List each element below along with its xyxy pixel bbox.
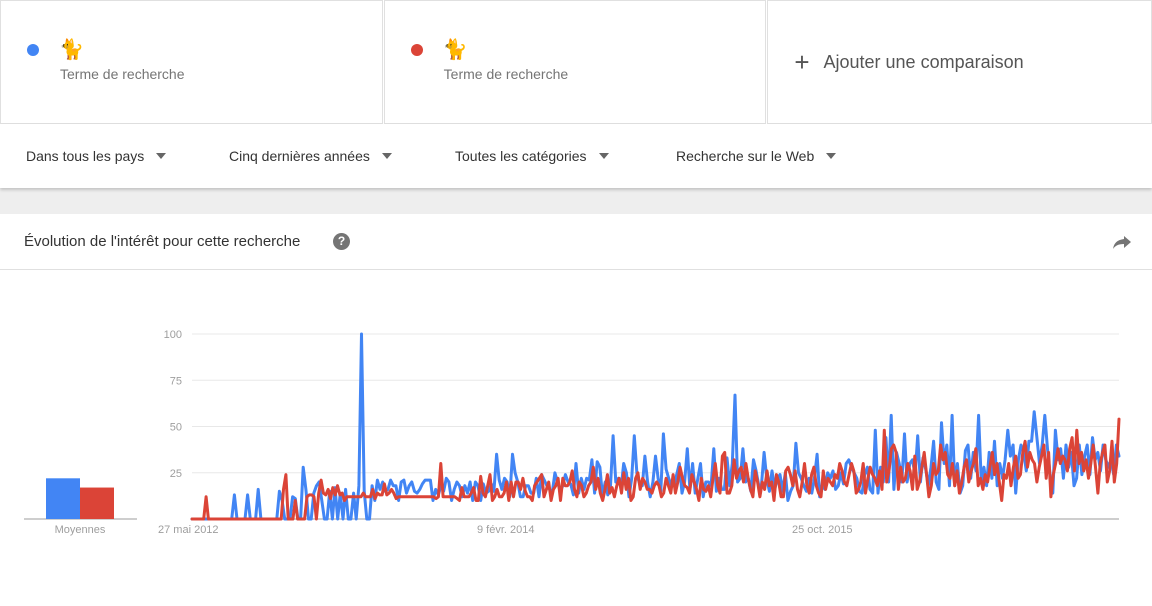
caret-down-icon [826,153,837,160]
category-dropdown[interactable]: Toutes les catégories [455,148,609,164]
bar-category-label: Moyennes [55,524,106,536]
x-tick-label: 9 févr. 2014 [477,524,535,536]
caret-down-icon [598,153,609,160]
search-type-dropdown-label: Recherche sur le Web [676,148,815,164]
average-bar [80,487,114,519]
series-line [190,417,1121,521]
average-bar [46,478,80,519]
period-dropdown[interactable]: Cinq dernières années [229,148,392,164]
category-dropdown-label: Toutes les catégories [455,148,587,164]
plus-icon: + [794,47,810,77]
term-type-label: Terme de recherche [443,66,569,82]
search-type-dropdown[interactable]: Recherche sur le Web [676,148,837,164]
card-title: Évolution de l'intérêt pour cette recher… [24,233,301,250]
section-divider [0,188,1152,214]
term-emoji[interactable]: 🐈 [442,37,468,61]
card-header: Évolution de l'intérêt pour cette recher… [0,214,1152,270]
add-comparison-button[interactable]: + Ajouter une comparaison [767,0,1152,124]
y-tick-label: 100 [164,329,182,341]
term-type-label: Terme de recherche [60,66,185,82]
search-term-card-1[interactable]: 🐈 Terme de recherche [0,0,383,124]
add-comparison-label: Ajouter une comparaison [823,51,1024,72]
filter-bar: Dans tous les pays Cinq dernières années… [0,124,1152,188]
help-icon[interactable]: ? [333,233,350,250]
term-color-dot [27,44,39,56]
search-terms-bar: 🐈 Terme de recherche 🐈 Terme de recherch… [0,0,1152,124]
region-dropdown[interactable]: Dans tous les pays [26,148,167,164]
interest-chart: 25 50 75 100 27 mai 2012 9 févr. 2014 25 oct. … [24,329,1121,536]
region-dropdown-label: Dans tous les pays [26,148,145,164]
term-emoji[interactable]: 🐈 [59,37,84,61]
x-tick-label: 27 mai 2012 [158,524,219,536]
caret-down-icon [381,153,392,160]
share-icon[interactable] [1112,234,1132,255]
y-tick-label: 25 [170,468,182,480]
caret-down-icon [156,153,167,160]
y-tick-label: 75 [170,375,182,387]
x-tick-label: 25 oct. 2015 [792,524,853,536]
term-color-dot [410,44,423,56]
y-tick-label: 50 [170,422,182,434]
period-dropdown-label: Cinq dernières années [229,148,370,164]
search-term-card-2[interactable]: 🐈 Terme de recherche [383,0,767,124]
interest-over-time-card: Évolution de l'intérêt pour cette recher… [0,214,1152,606]
